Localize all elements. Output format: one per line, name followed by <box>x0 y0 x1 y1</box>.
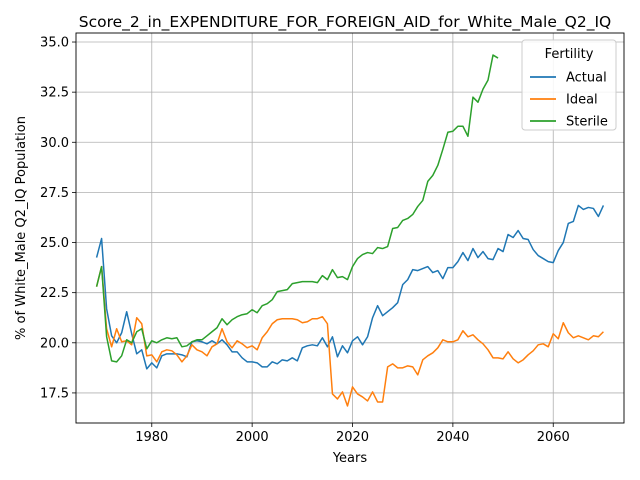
y-tick-label: 32.5 <box>40 86 69 101</box>
y-axis-label: % of White_Male Q2_IQ Population <box>14 116 29 340</box>
y-tick-label: 30.0 <box>40 136 69 151</box>
y-tick-label: 35.0 <box>40 36 69 51</box>
legend-box <box>521 39 617 131</box>
x-axis-label: Years <box>332 451 368 466</box>
x-tick-label: 1980 <box>135 430 168 445</box>
legend: Fertility Actual Ideal Sterile <box>521 39 617 131</box>
series-line-actual <box>95 204 605 370</box>
y-tick-label: 17.5 <box>40 386 69 401</box>
y-tick-label: 25.0 <box>40 236 69 251</box>
y-axis-ticks: 17.5 20.0 22.5 25.0 27.5 30.0 32.5 35.0 <box>40 36 76 401</box>
legend-label-sterile: Sterile <box>566 115 608 130</box>
series-line-ideal <box>95 265 604 407</box>
legend-label-actual: Actual <box>566 71 607 86</box>
legend-items: Actual Ideal Sterile <box>530 71 608 130</box>
grid-lines <box>76 33 624 423</box>
y-tick-label: 27.5 <box>40 186 69 201</box>
x-tick-label: 2000 <box>236 430 269 445</box>
x-tick-label: 2060 <box>537 430 570 445</box>
series-layer <box>95 54 605 407</box>
y-tick-label: 20.0 <box>40 336 69 351</box>
series-line-sterile <box>95 54 499 363</box>
legend-title: Fertility <box>545 47 594 62</box>
legend-label-ideal: Ideal <box>566 93 598 108</box>
x-axis-ticks: 1980 2000 2020 2040 2060 <box>135 423 570 445</box>
plot-frame <box>75 32 625 424</box>
x-tick-label: 2020 <box>336 430 369 445</box>
x-tick-label: 2040 <box>436 430 469 445</box>
y-tick-label: 22.5 <box>40 286 69 301</box>
chart-title: Score_2_in_EXPENDITURE_FOR_FOREIGN_AID_f… <box>79 13 611 32</box>
